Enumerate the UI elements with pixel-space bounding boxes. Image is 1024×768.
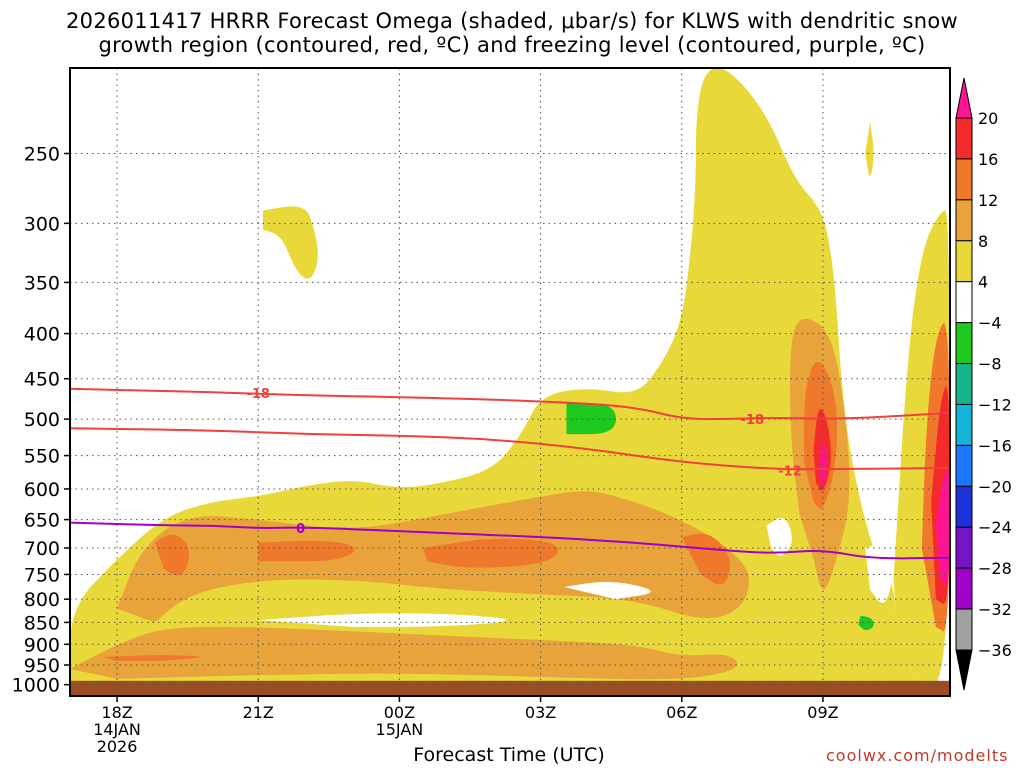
colorbar-swatch [955, 117, 973, 160]
omega-gap-mid [766, 517, 792, 556]
y-tick-label: 550 [24, 446, 60, 468]
y-tick-label: 1000 [12, 675, 60, 697]
omega-shading [70, 68, 950, 696]
colorbar-top-arrow [955, 77, 973, 119]
y-tick-label: 600 [24, 479, 60, 501]
colorbar-label: −20 [978, 477, 1012, 496]
omega-region-12-right [681, 533, 731, 585]
omega-gap-right [865, 544, 892, 603]
ground-surface [70, 680, 950, 696]
omega-region-yellow-small [865, 121, 874, 176]
omega-gap-low [258, 613, 507, 627]
colorbar-label: −8 [978, 355, 1002, 374]
colorbar-swatch [955, 363, 973, 405]
y-tick-label: 450 [24, 369, 60, 391]
colorbar-label: −16 [978, 436, 1012, 455]
omega-region-12-mid2 [422, 538, 559, 568]
colorbar-swatch [955, 281, 973, 324]
colorbar-swatch [955, 444, 973, 487]
chart-title-line-1: 2026011417 HRRR Forecast Omega (shaded, … [66, 9, 958, 33]
y-tick-label: 650 [24, 510, 60, 532]
omega-region-12-mid1 [258, 540, 355, 562]
omega-region-12-left [154, 534, 190, 576]
x-tick-label: 18Z [101, 703, 132, 722]
colorbar-label: 12 [978, 191, 998, 210]
x-tick-label: 21Z [243, 703, 274, 722]
x-tick-label: 09Z [807, 703, 838, 722]
colorbar-label: −4 [978, 314, 1002, 333]
colorbar-label: −28 [978, 559, 1012, 578]
y-tick-label: 950 [24, 655, 60, 677]
y-tick-label: 750 [24, 564, 60, 586]
y-tick-label: 350 [24, 272, 60, 294]
contour-line [70, 427, 950, 471]
colorbar-swatch [955, 567, 973, 610]
chart-title-line-2: growth region (contoured, red, ºC) and f… [98, 33, 926, 57]
contour-label: -12 [778, 465, 802, 480]
omega-region-20-right [935, 468, 950, 585]
colorbar-bottom-arrow [955, 649, 973, 691]
colorbar-label: −24 [978, 518, 1012, 537]
colorbar-label: 8 [978, 232, 988, 251]
colorbar-swatch [955, 322, 973, 365]
colorbar-label: 16 [978, 150, 998, 169]
y-axis: 2503003504004505005506006507007508008509… [12, 143, 70, 697]
contour-label: -18 [246, 387, 270, 402]
y-tick-label: 700 [24, 538, 60, 560]
colorbar-swatch [955, 199, 973, 242]
colorbar-label: −12 [978, 395, 1012, 414]
x-tick-label: 00Z [384, 703, 415, 722]
colorbar: 20 16 12 8 4 −4 −8 −12 −16 −20 −24 −28 −32 −36 [955, 77, 1012, 691]
contour-line [70, 521, 950, 560]
colorbar-label: −32 [978, 600, 1012, 619]
colorbar-swatch [955, 526, 973, 569]
colorbar-swatch [955, 403, 973, 446]
colorbar-swatch [955, 240, 973, 283]
x-tick-label: 06Z [666, 703, 697, 722]
source-credit: coolwx.com/modelts [826, 746, 1009, 765]
omega-gap-right-low [564, 581, 651, 600]
y-tick-label: 900 [24, 634, 60, 656]
y-tick-label: 400 [24, 324, 60, 346]
x-tick-date: 15JAN [376, 720, 424, 739]
y-tick-label: 300 [24, 213, 60, 235]
colorbar-swatch [955, 485, 973, 528]
omega-region-neg4-small [858, 615, 874, 630]
omega-region-yellow-upper [262, 206, 318, 279]
colorbar-label: −36 [978, 641, 1012, 660]
plot-frame [69, 67, 951, 697]
contour-label: 0 [296, 522, 305, 537]
x-tick-year: 2026 [97, 737, 138, 756]
omega-region-8-low [70, 626, 738, 680]
colorbar-label: 20 [978, 109, 998, 128]
grid-lines [70, 68, 950, 696]
contour-label: -18 [741, 413, 765, 428]
contour-line [70, 387, 950, 421]
omega-region-neg4-box [566, 403, 616, 435]
temperature-contours: -18 -18 -12 0 [70, 387, 950, 560]
y-tick-label: 850 [24, 612, 60, 634]
omega-region-12-low [102, 655, 200, 661]
x-tick-label: 03Z [525, 703, 556, 722]
colorbar-swatch [955, 608, 973, 651]
colorbar-swatch [955, 158, 973, 201]
y-tick-label: 800 [24, 589, 60, 611]
y-tick-label: 250 [24, 143, 60, 165]
colorbar-label: 4 [978, 273, 988, 292]
x-axis-title: Forecast Time (UTC) [413, 744, 605, 766]
x-tick-date: 14JAN [93, 720, 141, 739]
y-tick-label: 500 [24, 409, 60, 431]
